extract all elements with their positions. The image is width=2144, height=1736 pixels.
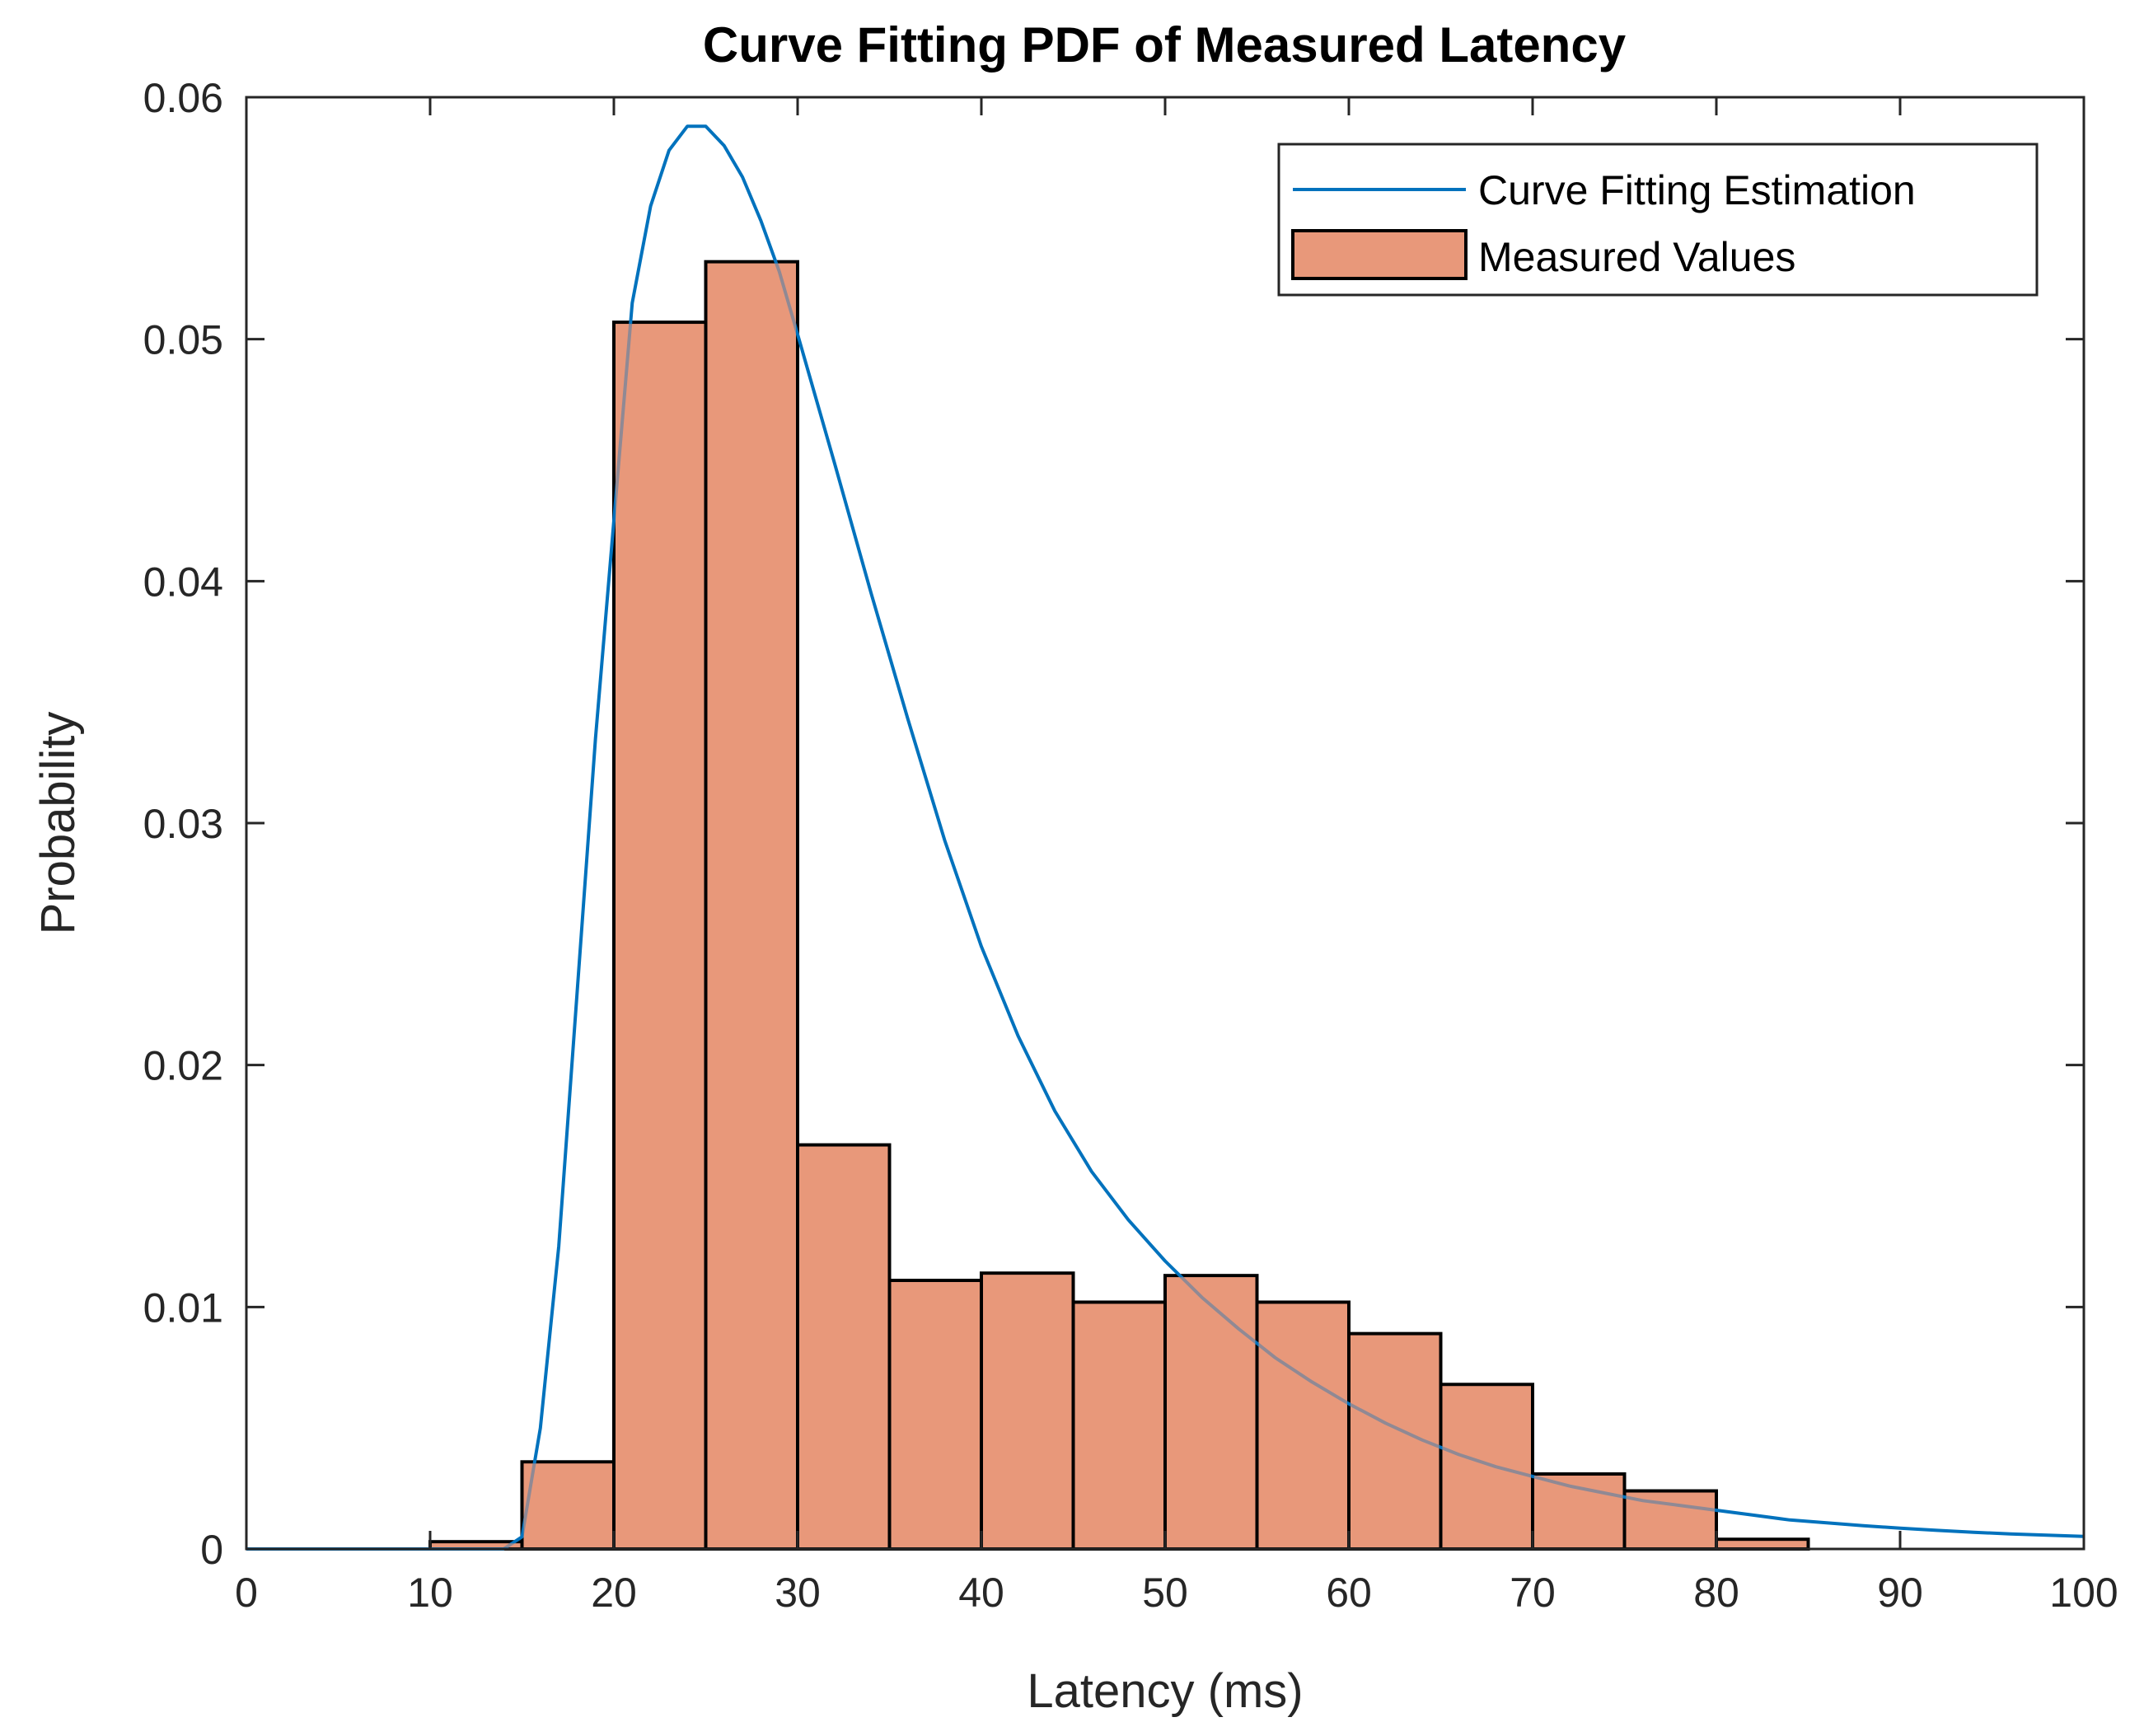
chart-title: Curve Fitting PDF of Measured Latency [703, 17, 1627, 73]
y-tick-label: 0.04 [143, 559, 223, 605]
legend-bar-swatch [1291, 229, 1468, 280]
legend-curve-label: Curve Fitting Estimation [1478, 167, 1916, 213]
x-tick-label: 100 [2049, 1570, 2118, 1616]
histogram-bar-overlay [707, 263, 796, 1547]
fit-curve-layer [246, 124, 2085, 1551]
x-tick-label: 30 [775, 1570, 821, 1616]
legend: Curve Fitting Estimation Measured Values [1277, 143, 2039, 297]
x-tick-label: 60 [1326, 1570, 1372, 1616]
x-tick-label: 80 [1693, 1570, 1739, 1616]
x-tick-label: 10 [407, 1570, 453, 1616]
histogram-bar-overlay [1626, 1492, 1715, 1547]
histogram-bar-overlay [1534, 1475, 1623, 1547]
histogram-bar-overlay [1167, 1277, 1256, 1547]
legend-bar-label: Measured Values [1478, 234, 1795, 280]
y-tick-label: 0.06 [143, 75, 223, 121]
x-tick-label: 20 [591, 1570, 637, 1616]
histogram-bar-overlay [523, 1463, 612, 1547]
axis-ticks: 0 10 20 30 40 50 60 70 80 90 100 0 0.01 0.02 0.03 0.04 0… [143, 75, 2118, 1616]
x-tick-label: 50 [1142, 1570, 1188, 1616]
histogram-bar-overlay [616, 324, 705, 1547]
axes-box [245, 96, 2085, 1551]
histogram-bar-overlay [1718, 1541, 1807, 1547]
x-tick-label: 0 [235, 1570, 258, 1616]
histogram-bar-overlay [1074, 1303, 1163, 1547]
x-axis-label: Latency (ms) [1027, 1664, 1303, 1718]
histogram-bar-overlay [432, 1543, 521, 1547]
y-tick-label: 0.05 [143, 317, 223, 363]
histogram-bar-overlay [983, 1275, 1072, 1547]
histogram-bar-overlay [1258, 1303, 1347, 1547]
y-tick-label: 0.02 [143, 1043, 223, 1089]
histogram-bar-overlay [1442, 1386, 1531, 1547]
histogram-bar-overlay [891, 1282, 980, 1547]
histogram-bar-overlay [1351, 1335, 1439, 1547]
x-tick-label: 90 [1877, 1570, 1923, 1616]
y-tick-label: 0 [200, 1527, 223, 1573]
y-axis-label: Probability [31, 712, 85, 935]
y-tick-label: 0.01 [143, 1284, 223, 1331]
histogram-bar-overlay [799, 1146, 888, 1547]
x-tick-label: 40 [958, 1570, 1004, 1616]
x-tick-label: 70 [1510, 1570, 1556, 1616]
y-tick-label: 0.03 [143, 801, 223, 847]
